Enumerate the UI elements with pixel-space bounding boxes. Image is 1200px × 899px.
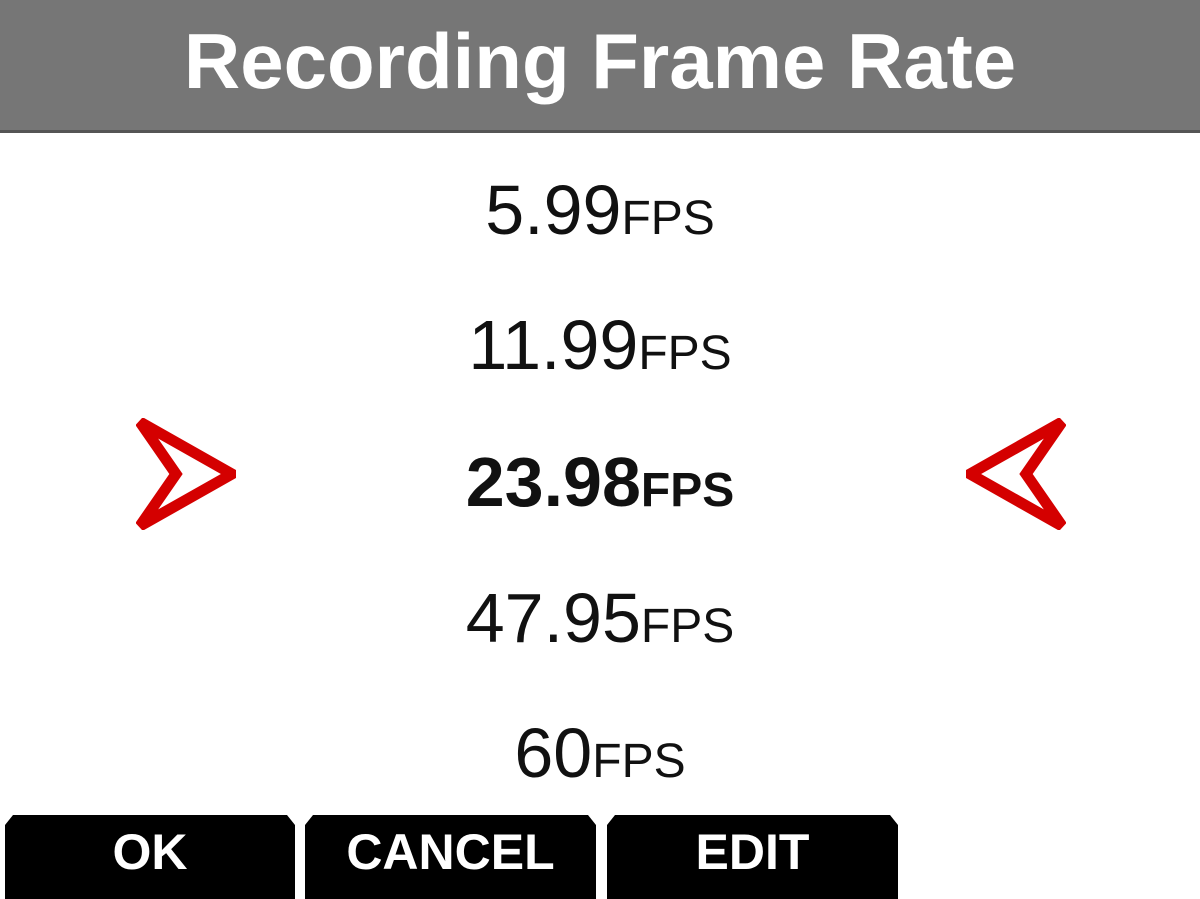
option-unit: FPS	[592, 735, 686, 788]
option-unit: FPS	[638, 327, 732, 380]
option-value: 5.99	[485, 171, 622, 249]
option-11-99[interactable]: 11.99FPS	[0, 310, 1200, 380]
cancel-button[interactable]: CANCEL	[305, 815, 596, 899]
arrow-left-icon	[966, 418, 1066, 530]
option-value: 47.95	[465, 579, 641, 657]
option-60[interactable]: 60FPS	[0, 718, 1200, 788]
option-47-95[interactable]: 47.95FPS	[0, 583, 1200, 653]
option-value: 23.98	[465, 443, 641, 521]
option-unit: FPS	[621, 192, 715, 245]
ok-button[interactable]: OK	[5, 815, 295, 899]
page-title: Recording Frame Rate	[183, 16, 1017, 105]
option-value: 60	[514, 714, 593, 792]
option-unit: FPS	[640, 464, 735, 517]
option-unit: FPS	[640, 600, 735, 653]
option-5-99[interactable]: 5.99FPS	[0, 175, 1200, 245]
option-value: 11.99	[468, 306, 639, 384]
title-bar: Recording Frame Rate	[0, 0, 1200, 133]
option-23-98-selected[interactable]: 23.98FPS	[0, 447, 1200, 517]
edit-button[interactable]: EDIT	[607, 815, 898, 899]
arrow-right-icon	[136, 418, 236, 530]
